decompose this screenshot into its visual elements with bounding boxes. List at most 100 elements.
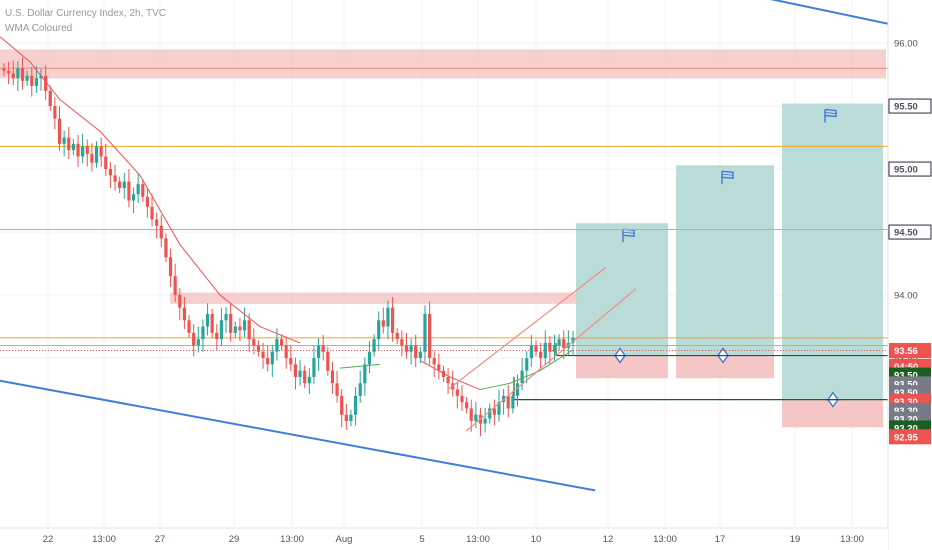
price-tick-box: [888, 161, 932, 177]
time-tick-label: Aug: [336, 534, 353, 545]
price-tag-label: 93.30: [894, 406, 918, 417]
candle-body: [515, 383, 520, 396]
candle: [386, 300, 390, 340]
time-axis[interactable]: 22 13:00 27 29 13:00 Aug 5 13:00 10 12 13:00 17 19 13…: [0, 527, 888, 550]
candle: [187, 315, 191, 338]
price-tag-label: 04:50: [894, 362, 918, 373]
candle-body: [67, 137, 71, 151]
candle-body: [39, 75, 43, 79]
long-position-2-target: [676, 165, 774, 356]
candle-body: [238, 326, 242, 331]
candle-body: [261, 351, 265, 359]
time-tick-label: 13:00: [653, 534, 677, 545]
candle-body: [548, 342, 552, 352]
candle-body: [104, 156, 108, 170]
candle-body: [353, 395, 358, 415]
candle-body: [141, 184, 145, 197]
time-axis-bg: [0, 528, 888, 550]
candle-body: [173, 276, 177, 296]
candle: [414, 334, 418, 367]
flag-stripe: [721, 173, 734, 176]
candle: [525, 351, 529, 384]
candle: [196, 326, 200, 353]
price-tag: [889, 343, 931, 358]
candle: [76, 135, 80, 168]
indicator-label[interactable]: WMA Coloured: [5, 23, 73, 34]
candle-body: [506, 395, 510, 409]
candle-body: [155, 219, 159, 226]
candle-body: [340, 395, 344, 415]
time-tick-label: 13:00: [466, 534, 490, 545]
candle: [529, 334, 533, 367]
candle: [502, 388, 506, 415]
candle: [30, 67, 34, 97]
candle: [344, 404, 348, 430]
candle-body: [150, 206, 154, 220]
candle-body: [326, 351, 330, 371]
chart-legend: U.S. Dollar Currency Index, 2h, TVC WMA …: [5, 6, 166, 36]
candle: [284, 336, 288, 369]
candle-body: [71, 143, 75, 151]
wma-line-red-2: [419, 360, 481, 391]
channel-lower: [465, 288, 637, 432]
long-position-1-target: [576, 223, 668, 356]
candle-body: [303, 370, 307, 384]
candle: [131, 187, 136, 214]
candle: [113, 164, 117, 191]
price-tag-label: 93.56: [894, 346, 918, 357]
long-position-2-stop: [676, 355, 774, 379]
candle: [159, 215, 163, 248]
candle: [39, 68, 43, 91]
candle: [377, 311, 381, 350]
candle: [247, 313, 251, 352]
candle: [404, 332, 409, 359]
candle: [173, 263, 177, 302]
candle-body: [30, 75, 34, 86]
candle: [81, 133, 85, 164]
candle: [48, 85, 52, 112]
candle-body: [400, 339, 404, 346]
candle: [141, 179, 145, 202]
candle-body: [289, 358, 293, 365]
candle-body: [571, 337, 575, 343]
candle-body: [307, 376, 311, 384]
candle-body: [219, 320, 224, 340]
candle-body: [275, 339, 279, 352]
candle: [395, 327, 399, 345]
candle: [492, 399, 496, 426]
candle-body: [131, 194, 136, 201]
candle-body: [474, 414, 478, 422]
candle-body: [525, 358, 529, 371]
candle-body: [279, 339, 284, 346]
candle-body: [201, 326, 205, 340]
candle: [182, 296, 187, 330]
candle-body: [284, 345, 288, 359]
candle: [534, 340, 538, 357]
candle-body: [122, 181, 126, 188]
wma-line-green-2: [479, 350, 573, 391]
candle: [67, 126, 71, 159]
candle: [293, 357, 298, 390]
candle: [104, 143, 108, 176]
price-axis[interactable]: 96.00 95.50 95.00 94.50 94.00 93.50 93.56 04:50…: [887, 0, 932, 550]
candle: [400, 330, 404, 357]
candle: [316, 338, 321, 371]
candle-body: [81, 146, 85, 157]
candle-body: [210, 313, 214, 333]
levels: [0, 145, 888, 401]
candle-body: [94, 146, 99, 163]
candle: [307, 368, 311, 394]
candle: [145, 187, 150, 218]
symbol-title[interactable]: U.S. Dollar Currency Index, 2h, TVC: [5, 8, 166, 19]
candle-body: [427, 313, 432, 359]
upper-trendline: [770, 0, 891, 26]
candle: [367, 341, 372, 374]
candle: [340, 388, 344, 428]
candle-body: [460, 395, 464, 403]
candle-body: [182, 307, 187, 321]
time-tick-label: 29: [229, 534, 240, 545]
candle-body: [252, 339, 256, 346]
candle: [409, 338, 413, 365]
candle-body: [358, 383, 362, 396]
